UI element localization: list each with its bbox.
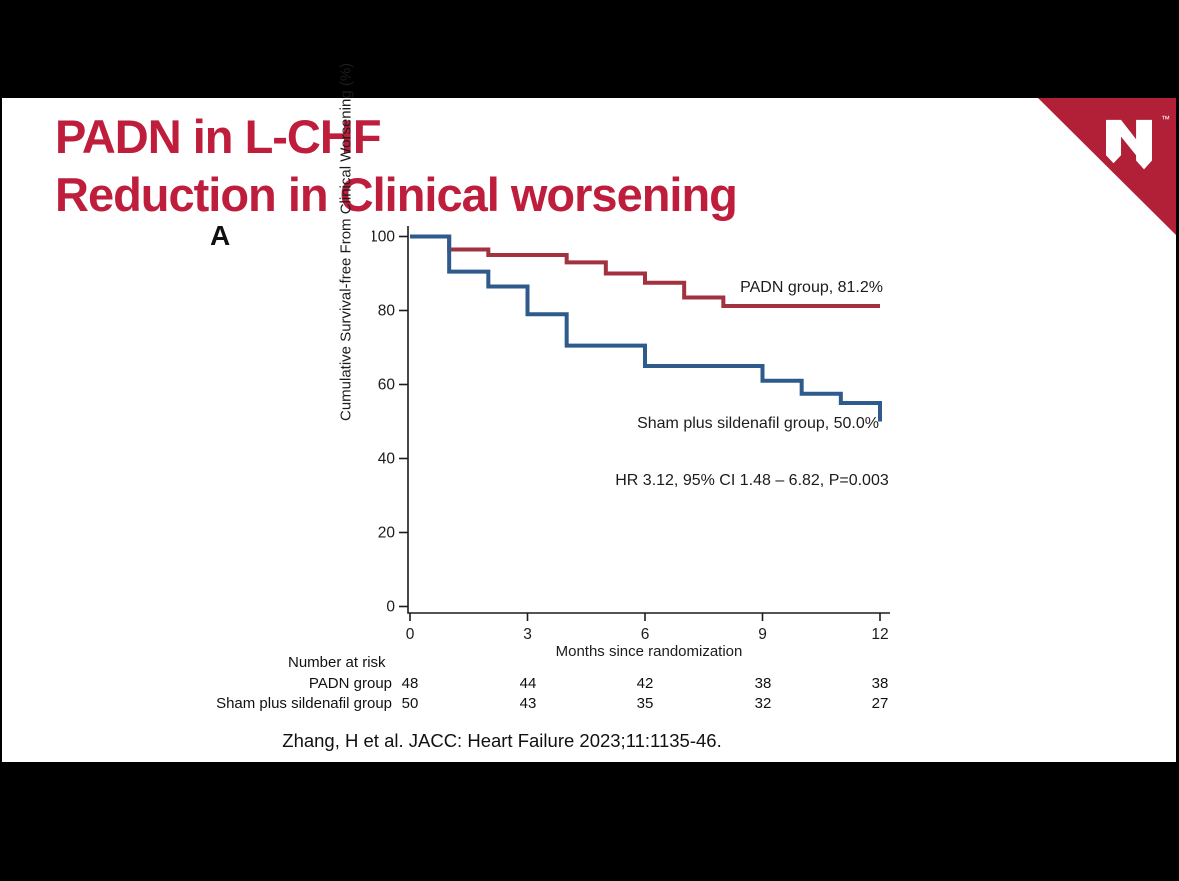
risk-table-header: Number at risk xyxy=(288,654,386,671)
unmc-logo: ™ xyxy=(1038,98,1176,235)
title-line-2: Reduction in Clinical worsening xyxy=(55,168,738,221)
svg-text:60: 60 xyxy=(378,377,396,394)
risk-value: 38 xyxy=(754,675,772,692)
svg-text:100: 100 xyxy=(372,229,395,246)
risk-value: 38 xyxy=(871,675,889,692)
svg-text:40: 40 xyxy=(378,451,396,468)
svg-text:12: 12 xyxy=(871,626,888,643)
svg-text:20: 20 xyxy=(378,525,396,542)
risk-row-label-sham: Sham plus sildenafil group xyxy=(216,695,392,712)
risk-row-label-padn: PADN group xyxy=(308,675,392,692)
risk-value: 32 xyxy=(754,695,772,712)
svg-text:Months since randomization: Months since randomization xyxy=(556,643,743,660)
risk-value: 48 xyxy=(401,675,419,692)
risk-value: 43 xyxy=(519,695,537,712)
panel-label: A xyxy=(210,220,231,251)
svg-text:0: 0 xyxy=(386,599,395,616)
km-curve-plot: 0 20 40 60 80 100 0 3 6 9 12 Months since randomiza… xyxy=(372,226,890,660)
svg-text:6: 6 xyxy=(641,626,650,643)
slide: PADN in L-CHF Reduction in Clinical wors… xyxy=(2,63,1176,762)
svg-text:3: 3 xyxy=(523,626,532,643)
svg-text:0: 0 xyxy=(406,626,415,643)
padn-curve-label: PADN group, 81.2% xyxy=(740,279,883,296)
trademark-symbol: ™ xyxy=(1161,114,1170,124)
n-shield-icon xyxy=(1106,119,1152,170)
risk-value: 44 xyxy=(519,675,537,692)
risk-value: 35 xyxy=(636,695,654,712)
svg-text:80: 80 xyxy=(378,303,396,320)
risk-value: 42 xyxy=(636,675,654,692)
title-line-1: PADN in L-CHF xyxy=(55,110,382,163)
sham-curve-label: Sham plus sildenafil group, 50.0% xyxy=(637,415,879,432)
risk-value: 50 xyxy=(401,695,419,712)
risk-value: 27 xyxy=(871,695,889,712)
svg-text:9: 9 xyxy=(758,626,767,643)
hazard-ratio-annotation: HR 3.12, 95% CI 1.48 – 6.82, P=0.003 xyxy=(615,472,889,489)
citation: Zhang, H et al. JACC: Heart Failure 2023… xyxy=(282,730,722,751)
slide-title: PADN in L-CHF Reduction in Clinical wors… xyxy=(55,108,738,224)
